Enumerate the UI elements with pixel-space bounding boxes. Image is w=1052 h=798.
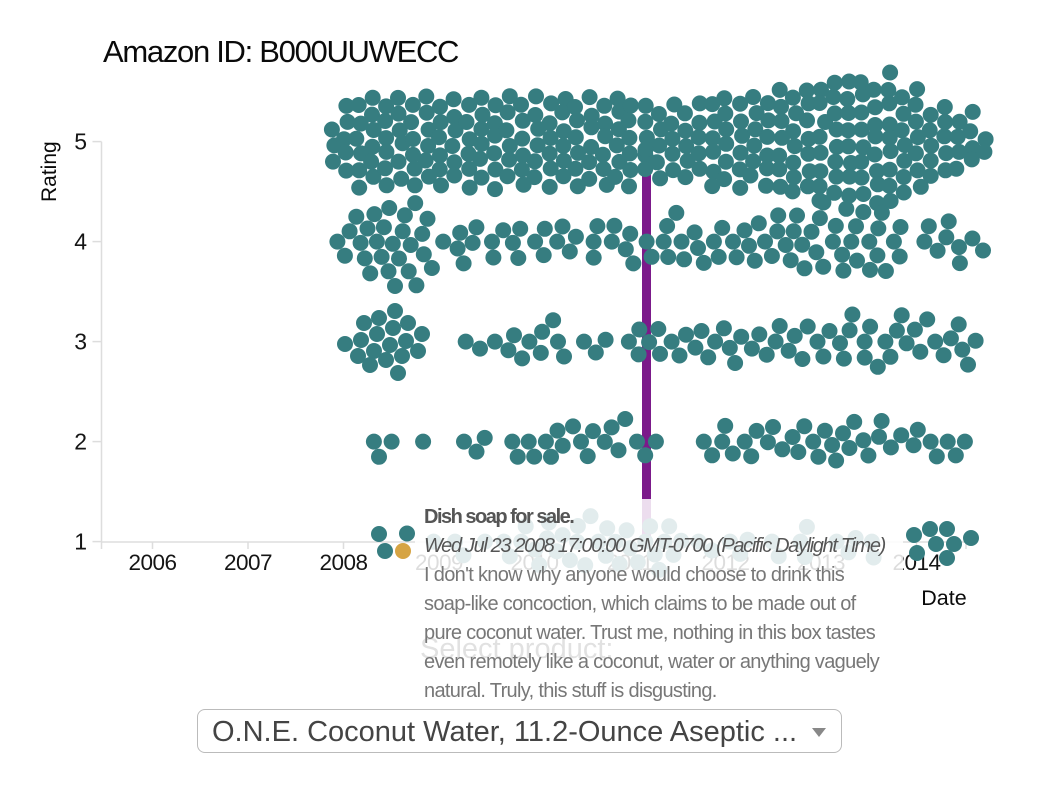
svg-text:2006: 2006: [128, 550, 176, 575]
svg-text:3: 3: [74, 329, 87, 355]
svg-text:2008: 2008: [319, 550, 367, 575]
svg-text:2007: 2007: [224, 550, 272, 575]
svg-text:1: 1: [74, 529, 87, 555]
svg-text:Date: Date: [921, 586, 966, 610]
svg-text:4: 4: [74, 229, 87, 255]
svg-text:Amazon ID: B000UUWECC: Amazon ID: B000UUWECC: [103, 34, 459, 69]
svg-text:2: 2: [74, 429, 87, 455]
svg-text:Rating: Rating: [38, 141, 61, 202]
svg-text:5: 5: [74, 129, 87, 155]
